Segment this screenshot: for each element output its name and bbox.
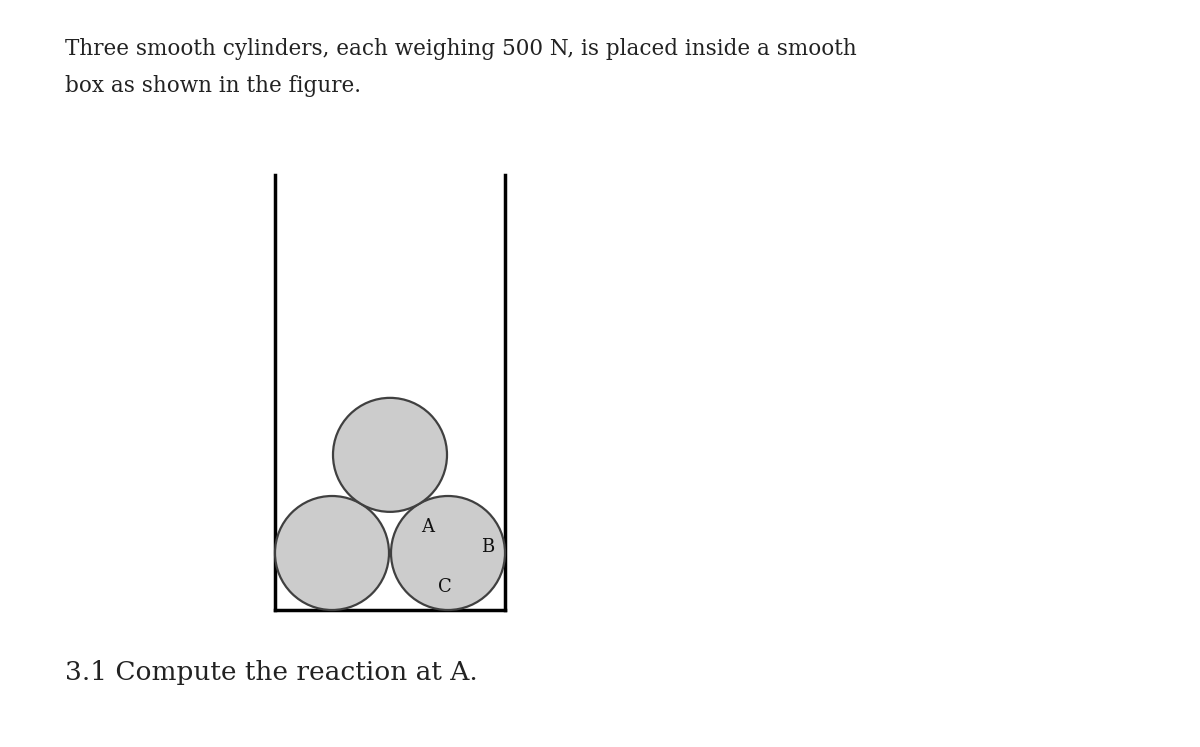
Text: box as shown in the figure.: box as shown in the figure. xyxy=(65,75,361,97)
Text: B: B xyxy=(481,539,494,557)
Text: 3.1 Compute the reaction at A.: 3.1 Compute the reaction at A. xyxy=(65,660,478,685)
Circle shape xyxy=(275,496,389,610)
Text: A: A xyxy=(421,518,434,536)
Circle shape xyxy=(391,496,505,610)
Circle shape xyxy=(334,398,446,512)
Text: C: C xyxy=(438,578,452,596)
Text: Three smooth cylinders, each weighing 500 N, is placed inside a smooth: Three smooth cylinders, each weighing 50… xyxy=(65,38,857,60)
